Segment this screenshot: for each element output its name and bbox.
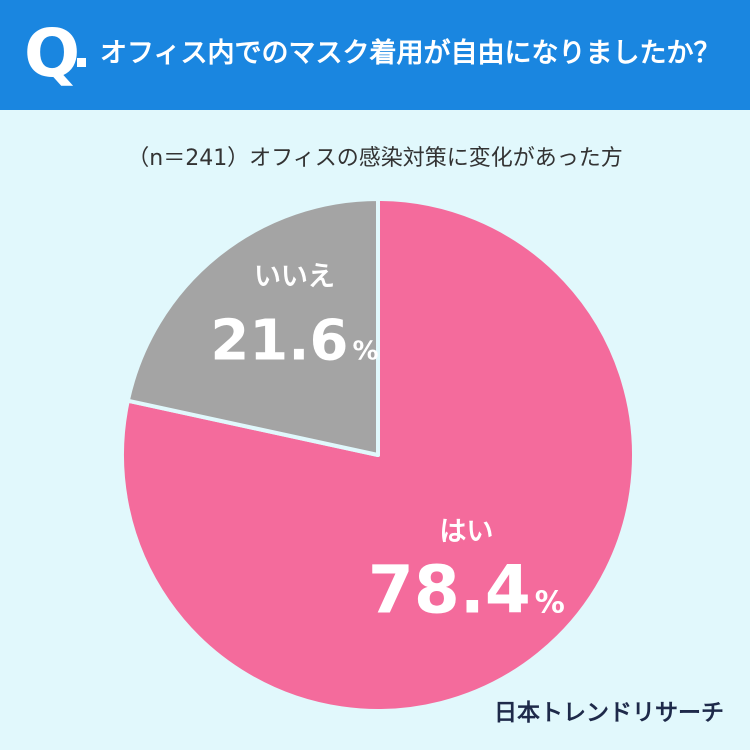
slice-category-label-1: はい xyxy=(439,517,493,548)
q-mark: Q xyxy=(24,15,81,92)
chart-subtitle: （n＝241）オフィスの感染対策に変化があった方 xyxy=(127,146,623,171)
slice-value-label-1: 78.4% xyxy=(368,552,565,629)
slice-category-label-2: いいえ xyxy=(254,261,335,292)
q-mark-dot xyxy=(77,58,86,67)
question-text: オフィス内でのマスク着用が自由になりましたか？ xyxy=(100,38,721,69)
brand-logo-text: 日本トレンドリサーチ xyxy=(494,700,724,726)
slice-value-label-2: 21.6% xyxy=(210,308,378,373)
pie-slice-2 xyxy=(125,197,380,457)
question-header: Q オフィス内でのマスク着用が自由になりましたか？ xyxy=(0,0,750,110)
pie-slice-1 xyxy=(120,197,636,713)
